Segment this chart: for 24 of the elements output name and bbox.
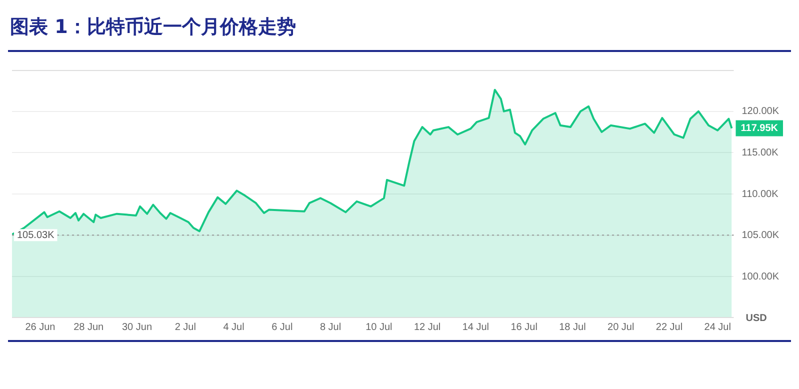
y-axis-title: USD [746,312,767,324]
x-tick-label: 24 Jul [704,322,731,333]
x-tick-label: 10 Jul [366,322,392,333]
x-tick-label: 2 Jul [174,322,196,333]
ref-line-label: 105.03K [17,230,55,241]
x-tick-label: 18 Jul [559,322,586,333]
x-tick-label: 8 Jul [320,322,342,333]
x-tick-label: 12 Jul [414,322,441,333]
y-tick-label: 105.00K [742,230,780,242]
y-tick-label: 120.00K [742,106,780,118]
x-tick-label: 26 Jun [25,322,56,333]
chart-title: 图表 1：比特币近一个月价格走势 [9,15,297,40]
x-tick-label: 30 Jun [122,322,152,333]
x-tick-label: 14 Jul [462,322,490,333]
y-tick-label: 110.00K [742,188,779,200]
y-tick-label: 115.00K [742,147,779,158]
x-tick-label: 28 Jun [74,322,104,333]
x-tick-label: 4 Jul [223,322,244,333]
x-tick-label: 16 Jul [510,322,538,333]
y-tick-label: 100.00K [742,271,780,282]
x-tick-label: 20 Jul [608,322,634,333]
annotation: 117.95K [740,123,779,134]
x-tick-label: 6 Jul [272,322,293,333]
x-tick-label: 22 Jul [656,322,683,333]
